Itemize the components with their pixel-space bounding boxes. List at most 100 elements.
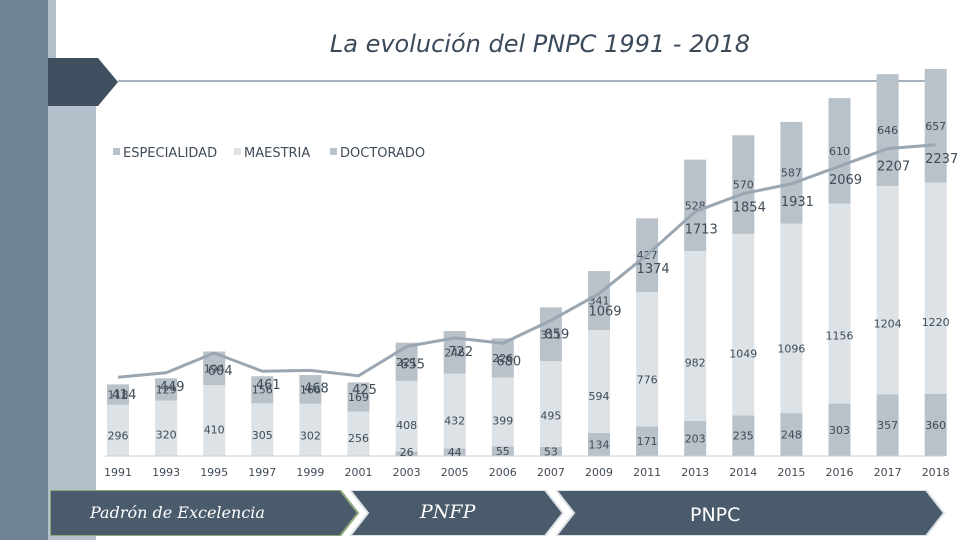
banner-padron-label: Padrón de Excelencia bbox=[90, 503, 265, 522]
label-maestria-2011: 776 bbox=[637, 373, 658, 386]
tick-label-2016: 2016 bbox=[826, 466, 854, 479]
label-especialidad-2003: 26 bbox=[400, 446, 414, 459]
bar-maestria-2015 bbox=[780, 223, 803, 414]
total-label-2014: 1854 bbox=[733, 201, 766, 216]
bar-maestria-2013 bbox=[684, 250, 707, 421]
bar-maestria-1993 bbox=[155, 400, 178, 456]
bar-doctorado-2017 bbox=[876, 74, 899, 186]
label-doctorado-1995: 194 bbox=[204, 362, 225, 375]
tick-label-2001: 2001 bbox=[345, 466, 373, 479]
bar-doctorado-2006 bbox=[491, 338, 514, 378]
label-maestria-2017: 1204 bbox=[874, 318, 902, 331]
bar-maestria-2007 bbox=[539, 361, 562, 447]
label-doctorado-2017: 646 bbox=[877, 124, 898, 137]
bar-doctorado-2005 bbox=[443, 331, 466, 374]
tick-label-2017: 2017 bbox=[874, 466, 902, 479]
bar-doctorado-1993 bbox=[155, 378, 178, 401]
title-tab-arrow bbox=[48, 58, 118, 106]
label-especialidad-2011: 171 bbox=[637, 435, 658, 448]
label-especialidad-2006: 55 bbox=[496, 445, 510, 458]
bar-doctorado-2013 bbox=[684, 159, 707, 251]
label-doctorado-2005: 246 bbox=[444, 346, 465, 359]
total-label-2003: 655 bbox=[400, 357, 425, 372]
bar-especialidad-2014 bbox=[732, 415, 755, 456]
tick-label-2015: 2015 bbox=[777, 466, 805, 479]
label-especialidad-2017: 357 bbox=[877, 419, 898, 432]
bar-doctorado-1995 bbox=[203, 351, 226, 386]
total-label-1991: 414 bbox=[112, 388, 137, 403]
tick-label-2011: 2011 bbox=[633, 466, 661, 479]
banner-padron bbox=[50, 490, 360, 536]
label-maestria-1997: 305 bbox=[252, 429, 273, 442]
label-doctorado-2016: 610 bbox=[829, 145, 850, 158]
total-label-2011: 1374 bbox=[637, 262, 670, 277]
total-label-2018: 2237 bbox=[925, 152, 958, 167]
bar-maestria-1997 bbox=[251, 403, 274, 456]
label-doctorado-2007: 311 bbox=[540, 328, 561, 341]
bar-maestria-1991 bbox=[107, 404, 129, 456]
bar-especialidad-2006 bbox=[491, 446, 514, 456]
bar-maestria-2016 bbox=[828, 203, 851, 404]
label-doctorado-1993: 129 bbox=[156, 383, 177, 396]
bar-maestria-2011 bbox=[636, 292, 659, 427]
total-line bbox=[117, 143, 936, 379]
label-doctorado-2003: 221 bbox=[396, 356, 417, 369]
bar-maestria-2014 bbox=[732, 233, 755, 416]
total-label-1993: 449 bbox=[160, 380, 185, 395]
label-maestria-2015: 1096 bbox=[777, 342, 805, 355]
tick-label-1997: 1997 bbox=[248, 466, 276, 479]
tick-label-1995: 1995 bbox=[200, 466, 228, 479]
total-label-1999: 468 bbox=[304, 381, 329, 396]
label-maestria-2006: 399 bbox=[492, 414, 513, 427]
legend-label-maestria: MAESTRIA bbox=[244, 146, 310, 161]
bar-doctorado-2016 bbox=[828, 98, 851, 204]
tick-label-2003: 2003 bbox=[393, 466, 421, 479]
sidebar-dark-stripe bbox=[0, 0, 48, 540]
label-especialidad-2013: 203 bbox=[685, 432, 706, 445]
bar-especialidad-2007 bbox=[539, 446, 562, 456]
tick-label-2007: 2007 bbox=[537, 466, 565, 479]
sidebar-notch bbox=[56, 0, 96, 60]
bar-doctorado-2014 bbox=[732, 135, 755, 234]
tick-label-2005: 2005 bbox=[441, 466, 469, 479]
bar-maestria-1999 bbox=[299, 403, 322, 456]
legend-label-doctorado: DOCTORADO bbox=[340, 146, 425, 161]
label-maestria-1993: 320 bbox=[156, 428, 177, 441]
label-maestria-2016: 1156 bbox=[826, 330, 854, 343]
total-label-2013: 1713 bbox=[685, 223, 718, 238]
tick-label-2014: 2014 bbox=[729, 466, 757, 479]
total-label-2009: 1069 bbox=[588, 305, 621, 320]
total-label-2015: 1931 bbox=[781, 195, 814, 210]
total-label-1995: 604 bbox=[208, 364, 233, 379]
label-maestria-1991: 296 bbox=[108, 430, 129, 443]
label-maestria-2014: 1049 bbox=[729, 347, 757, 360]
label-maestria-2007: 495 bbox=[540, 409, 561, 422]
total-label-2001: 425 bbox=[352, 383, 377, 398]
label-maestria-2005: 432 bbox=[444, 414, 465, 427]
bar-especialidad-2003 bbox=[395, 451, 418, 456]
bar-doctorado-2009 bbox=[588, 271, 610, 331]
tick-label-1991: 1991 bbox=[104, 466, 132, 479]
bar-especialidad-2005 bbox=[443, 448, 466, 456]
tick-label-2013: 2013 bbox=[681, 466, 709, 479]
tick-label-1993: 1993 bbox=[152, 466, 180, 479]
label-doctorado-2001: 169 bbox=[348, 391, 369, 404]
total-label-2006: 680 bbox=[496, 354, 521, 369]
bar-doctorado-2018 bbox=[924, 68, 947, 183]
bar-especialidad-2018 bbox=[924, 393, 947, 456]
legend-swatch-especialidad bbox=[113, 148, 120, 155]
bar-maestria-2006 bbox=[491, 377, 514, 447]
bar-maestria-2017 bbox=[876, 185, 899, 395]
label-maestria-2009: 594 bbox=[589, 390, 610, 403]
label-doctorado-2015: 587 bbox=[781, 167, 802, 180]
label-doctorado-2006: 226 bbox=[492, 352, 513, 365]
total-label-2017: 2207 bbox=[877, 160, 910, 175]
label-especialidad-2007: 53 bbox=[544, 445, 558, 458]
banner-pnfp-label: PNFP bbox=[420, 501, 476, 523]
label-especialidad-2018: 360 bbox=[925, 419, 946, 432]
total-label-2016: 2069 bbox=[829, 173, 862, 188]
legend-label-especialidad: ESPECIALIDAD bbox=[123, 146, 217, 161]
bar-doctorado-2001 bbox=[347, 382, 370, 412]
tick-label-2009: 2009 bbox=[585, 466, 613, 479]
bar-especialidad-2015 bbox=[780, 413, 803, 456]
